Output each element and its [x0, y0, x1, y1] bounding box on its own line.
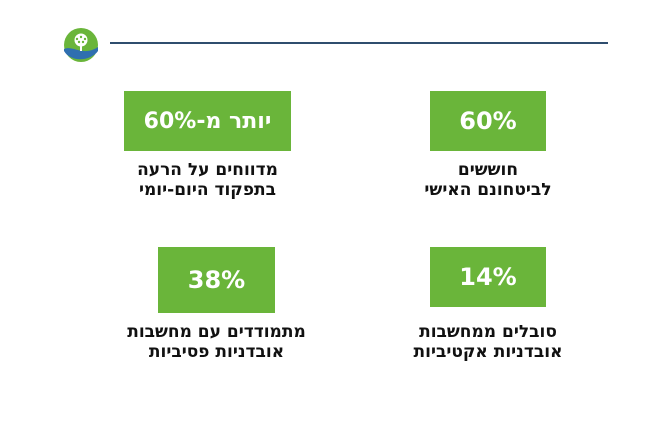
stat-value-box: 60%	[430, 91, 546, 151]
stat-label-line1: סובלים ממחשבות	[419, 322, 557, 342]
stat-label-line2: בתפקוד היום-יומי	[139, 180, 276, 200]
stat-label-line1: חוששים	[457, 160, 519, 180]
stat-label-line1: מתמודדים עם מחשבות	[127, 322, 306, 342]
stat-label-line1: מדווחים על הרעה	[137, 160, 278, 180]
header-divider	[110, 42, 608, 44]
stat-value-box: 38%	[158, 247, 275, 313]
stat-label-line2: לביטחונם האישי	[424, 180, 552, 200]
stat-value-box: יותר מ-60%	[124, 91, 291, 151]
tree-circle-logo-icon	[64, 28, 98, 62]
stat-label-line2: אובדניות פסיביות	[148, 342, 285, 362]
stat-value-box: 14%	[430, 247, 546, 307]
stat-label-line2: אובדניות אקטיביות	[413, 342, 563, 362]
